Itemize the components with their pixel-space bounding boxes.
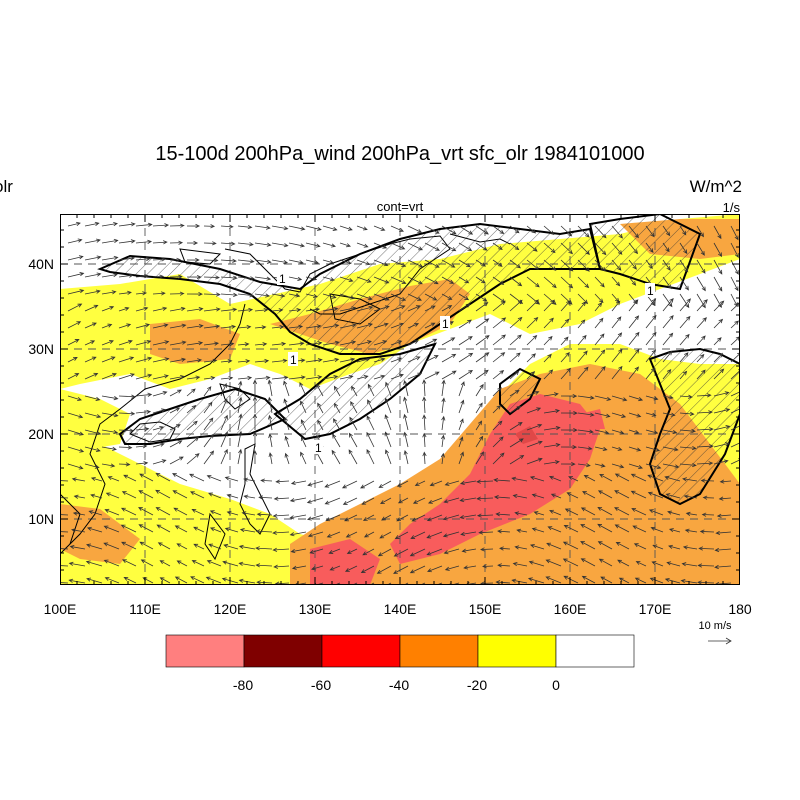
map-plot: 1 1 1 1 1 [60,214,740,585]
lat-label-30n: 30N [28,341,54,357]
vorticity-hatching [97,214,740,506]
plot-title: 15-100d 200hPa_wind 200hPa_vrt sfc_olr 1… [155,143,645,165]
axis-ticks [60,214,740,585]
reference-vector-label: 10 m/s [698,620,732,632]
colorbar-label: -60 [310,677,332,693]
olr-light-west [60,389,130,454]
lon-label-150e: 150E [468,601,502,617]
lon-label-130e: 130E [298,601,332,617]
olr-red-core [390,394,600,564]
contour-value-labels: 1 1 1 1 1 [277,271,655,455]
colorbar-box [321,634,401,668]
lon-label-120e: 120E [213,601,247,617]
contour-value-label: 1 [647,284,654,298]
vorticity-units-label: 1/s [722,200,740,215]
lon-label-110e: 110E [129,601,161,617]
lat-label-20n: 20N [28,426,54,442]
colorbar-label: -20 [466,677,488,693]
contour-value-label: 1 [315,441,322,455]
units-label: W/m^2 [689,177,742,196]
lon-label-170e: 170E [638,601,672,617]
colorbar-box [399,634,479,668]
lon-label-160e: 160E [553,601,587,617]
colorbar-label: -80 [232,677,254,693]
olr-orange-west [150,319,240,364]
olr-red-south [310,539,380,585]
lat-label-10n: 10N [28,511,54,527]
wind-vectors [60,221,740,585]
lat-label-40n: 40N [28,256,54,272]
colorbar-box [555,634,635,668]
colorbar [165,634,635,668]
variable-label: olr [0,177,13,196]
lon-label-180: 180 [728,601,752,617]
lon-label-100e: 100E [43,601,77,617]
colorbar-box [165,634,245,668]
reference-vector-arrow [708,637,732,645]
colorbar-label: 0 [552,677,560,693]
contour-value-label: 1 [290,353,297,367]
contour-value-label: 1 [442,317,449,331]
contour-label: cont=vrt [376,199,424,214]
lon-label-140e: 140E [383,601,417,617]
colorbar-box [243,634,323,668]
colorbar-box [477,634,557,668]
colorbar-label: -40 [388,677,410,693]
contour-value-label: 1 [279,272,286,286]
